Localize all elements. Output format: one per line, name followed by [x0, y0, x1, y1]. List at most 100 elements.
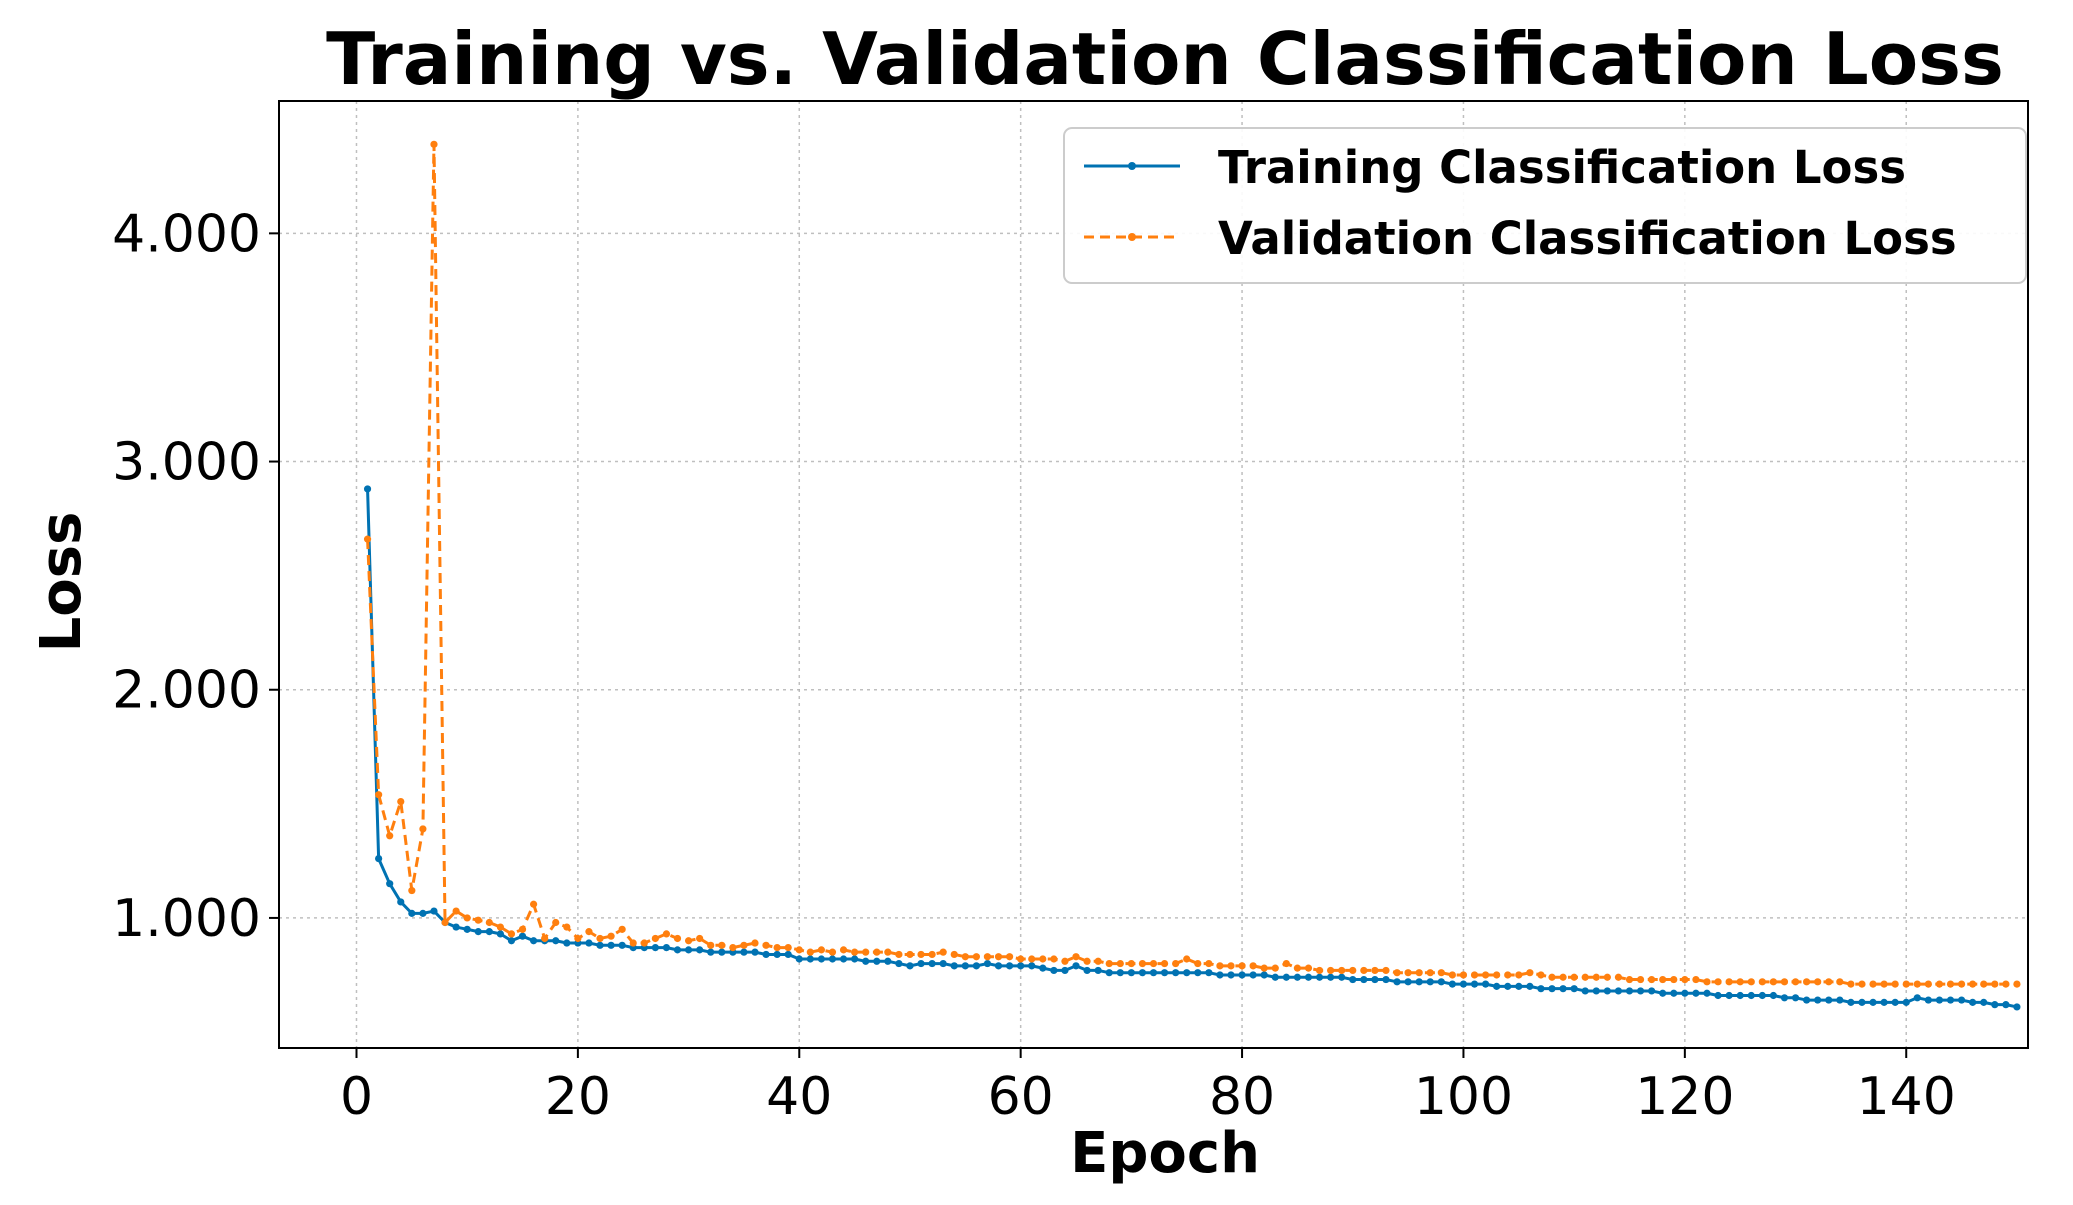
training-point — [1537, 985, 1545, 993]
training-point — [851, 955, 859, 963]
series-layer — [363, 140, 2021, 1011]
validation-point — [673, 934, 682, 943]
training-point — [939, 959, 947, 968]
x-tick-label: 100 — [1414, 1067, 1513, 1127]
validation-point — [994, 953, 1003, 961]
training-point — [1714, 991, 1722, 1000]
validation-point — [1271, 964, 1279, 972]
training-point — [1946, 996, 1955, 1004]
validation-point — [607, 932, 615, 940]
x-tick-label: 120 — [1635, 1067, 1734, 1127]
validation-point — [1570, 973, 1578, 981]
validation-point — [1714, 978, 1722, 986]
training-point — [618, 941, 626, 949]
validation-point — [1282, 959, 1290, 968]
y-tick-label: 1.000 — [112, 889, 261, 949]
validation-point — [1138, 959, 1147, 968]
training-point — [1083, 966, 1091, 975]
training-point — [1149, 969, 1158, 977]
validation-point — [1404, 969, 1412, 977]
validation-point — [1891, 980, 1899, 988]
training-point — [817, 955, 826, 963]
validation-point — [1493, 971, 1501, 979]
validation-point — [729, 943, 737, 952]
training-point — [1116, 969, 1124, 977]
validation-point — [1625, 975, 1634, 984]
training-point — [1891, 998, 1899, 1006]
validation-point — [2013, 980, 2021, 988]
validation-point — [386, 832, 394, 840]
training-point — [718, 948, 726, 956]
validation-point — [1437, 969, 1445, 977]
validation-point — [585, 928, 593, 936]
training-point — [1957, 996, 1966, 1004]
training-point — [1282, 973, 1290, 981]
validation-point — [1160, 959, 1169, 968]
training-point — [1072, 962, 1080, 970]
training-point — [1238, 971, 1246, 979]
training-point — [1803, 996, 1811, 1004]
validation-point — [662, 930, 671, 938]
training-point — [806, 955, 814, 963]
training-point — [1913, 994, 1921, 1002]
training-point — [1315, 973, 1324, 981]
validation-point — [530, 900, 538, 908]
validation-point — [563, 923, 571, 931]
legend-training-marker — [1128, 162, 1136, 170]
x-tick-label: 40 — [766, 1067, 832, 1127]
training-point — [1758, 991, 1766, 1000]
training-point — [408, 909, 416, 917]
training-point — [1581, 987, 1589, 995]
validation-point — [1249, 962, 1257, 970]
validation-point — [1592, 973, 1600, 981]
validation-point — [618, 925, 626, 933]
validation-point — [795, 946, 803, 954]
legend-validation-marker — [1128, 233, 1136, 241]
training-point — [906, 962, 914, 970]
validation-point — [817, 946, 826, 954]
validation-point — [1957, 980, 1966, 988]
training-point — [1559, 985, 1567, 993]
validation-point — [751, 939, 759, 947]
validation-point — [928, 950, 936, 959]
training-point — [1636, 987, 1645, 995]
training-point — [1836, 996, 1844, 1004]
training-point — [1625, 987, 1634, 995]
validation-point — [507, 930, 516, 938]
validation-point — [1304, 964, 1313, 972]
training-point — [862, 957, 870, 965]
validation-point — [1050, 955, 1058, 963]
training-point — [1005, 962, 1014, 970]
validation-point — [485, 918, 493, 927]
validation-point — [463, 914, 471, 922]
validation-point — [452, 907, 460, 915]
training-point — [530, 937, 538, 945]
validation-point — [1769, 978, 1777, 986]
validation-point — [895, 950, 903, 959]
training-point — [795, 955, 803, 963]
validation-point — [1636, 975, 1645, 984]
training-point — [651, 943, 659, 952]
training-point — [1160, 969, 1169, 977]
validation-point — [906, 950, 914, 959]
validation-point — [1924, 980, 1932, 988]
training-point — [762, 950, 770, 959]
training-point — [1061, 966, 1069, 975]
validation-point — [1216, 962, 1224, 970]
legend: Training Classification Loss Validation … — [1063, 127, 2027, 284]
validation-point — [1238, 962, 1246, 970]
training-point — [1670, 989, 1678, 997]
training-point — [1847, 998, 1855, 1006]
training-point — [1304, 973, 1313, 981]
training-point — [1138, 969, 1147, 977]
training-point — [1249, 971, 1257, 979]
training-point — [507, 937, 516, 945]
training-point — [1415, 978, 1423, 986]
validation-point — [972, 953, 980, 961]
training-point — [2013, 1003, 2021, 1011]
validation-point — [1703, 978, 1711, 986]
validation-point — [1814, 978, 1822, 986]
validation-point — [363, 535, 372, 543]
training-point — [1659, 989, 1667, 997]
training-point — [1814, 996, 1822, 1004]
